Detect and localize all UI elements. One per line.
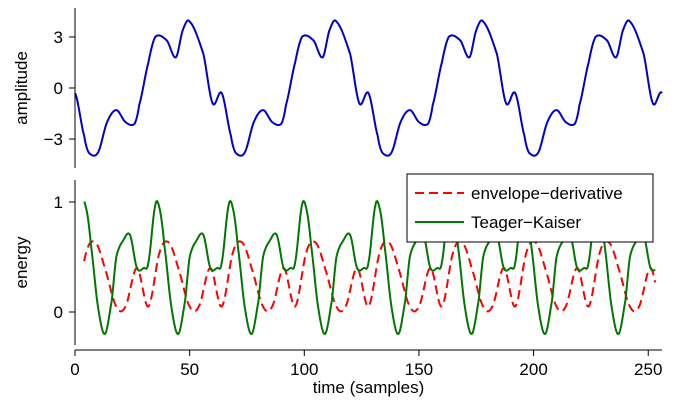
y-tick-label: −3 xyxy=(44,130,63,149)
legend-box xyxy=(406,173,654,243)
y-axis-label: energy xyxy=(12,236,31,288)
y-tick-label: 0 xyxy=(54,303,63,322)
energy-panel: 0 1 energy 0 50 100 150 200 250 time (samples) env… xyxy=(12,173,662,397)
x-tick-label: 0 xyxy=(70,360,79,379)
y-tick-label: 1 xyxy=(54,193,63,212)
x-tick-label: 100 xyxy=(290,360,318,379)
x-tick-label: 150 xyxy=(405,360,433,379)
x-axis-label: time (samples) xyxy=(313,378,424,397)
x-tick-label: 200 xyxy=(519,360,547,379)
legend-label: envelope−derivative xyxy=(471,184,623,203)
y-axis-label: amplitude xyxy=(12,51,31,125)
x-tick-label: 250 xyxy=(634,360,662,379)
y-tick-label: 3 xyxy=(54,28,63,47)
x-tick-label: 50 xyxy=(180,360,199,379)
y-tick-label: 0 xyxy=(54,79,63,98)
series-line-0 xyxy=(74,19,663,157)
series-line-teager-kaiser xyxy=(83,199,656,336)
amplitude-panel: −3 0 3 amplitude xyxy=(12,8,663,168)
legend-label: Teager−Kaiser xyxy=(471,213,581,232)
